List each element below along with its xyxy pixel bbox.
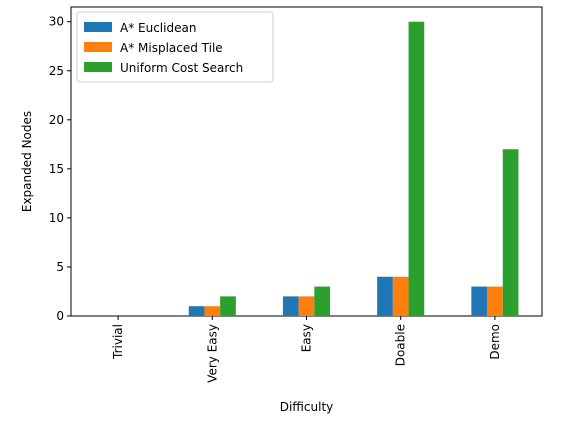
- x-tick-label: Doable: [394, 324, 408, 366]
- legend-label: Uniform Cost Search: [120, 61, 243, 75]
- x-tick-label: Easy: [300, 324, 314, 352]
- bar-a-misplaced-tile-doable: [392, 276, 409, 316]
- y-tick-label: 20: [49, 113, 64, 127]
- legend-label: A* Euclidean: [120, 21, 196, 35]
- bar-a-euclidean-very-easy: [188, 306, 205, 316]
- x-tick-label: Demo: [488, 324, 502, 360]
- legend-swatch: [84, 62, 112, 72]
- y-tick-label: 25: [49, 64, 64, 78]
- y-tick-label: 5: [56, 260, 64, 274]
- x-tick-label: Trivial: [111, 324, 125, 360]
- bars-group: [188, 21, 519, 317]
- bar-a-euclidean-easy: [282, 296, 299, 316]
- y-axis: 0 5 10 15 20 25 30: [49, 15, 71, 323]
- legend-swatch: [84, 42, 112, 52]
- y-tick-label: 10: [49, 211, 64, 225]
- y-axis-label: Expanded Nodes: [20, 111, 34, 212]
- bar-uniform-cost-search-demo: [502, 149, 519, 316]
- y-tick-label: 0: [56, 309, 64, 323]
- bar-uniform-cost-search-very-easy: [220, 296, 236, 316]
- y-tick-label: 15: [49, 162, 64, 176]
- bar-a-misplaced-tile-easy: [298, 296, 315, 316]
- bar-a-euclidean-doable: [377, 276, 393, 316]
- x-axis-label: Difficulty: [280, 400, 334, 414]
- legend-label: A* Misplaced Tile: [120, 41, 223, 55]
- bar-uniform-cost-search-doable: [408, 21, 425, 317]
- bar-a-misplaced-tile-very-easy: [204, 306, 221, 316]
- legend-swatch: [84, 22, 112, 32]
- x-tick-label: Very Easy: [205, 324, 219, 383]
- x-axis: Trivial Very Easy Easy Doable Demo: [111, 316, 502, 383]
- bar-a-euclidean-demo: [471, 286, 488, 316]
- y-tick-label: 30: [49, 15, 64, 29]
- bar-a-misplaced-tile-demo: [487, 286, 503, 316]
- bar-uniform-cost-search-easy: [314, 286, 331, 316]
- legend: A* Euclidean A* Misplaced Tile Uniform Cos…: [76, 11, 274, 83]
- legend-box: [76, 11, 274, 83]
